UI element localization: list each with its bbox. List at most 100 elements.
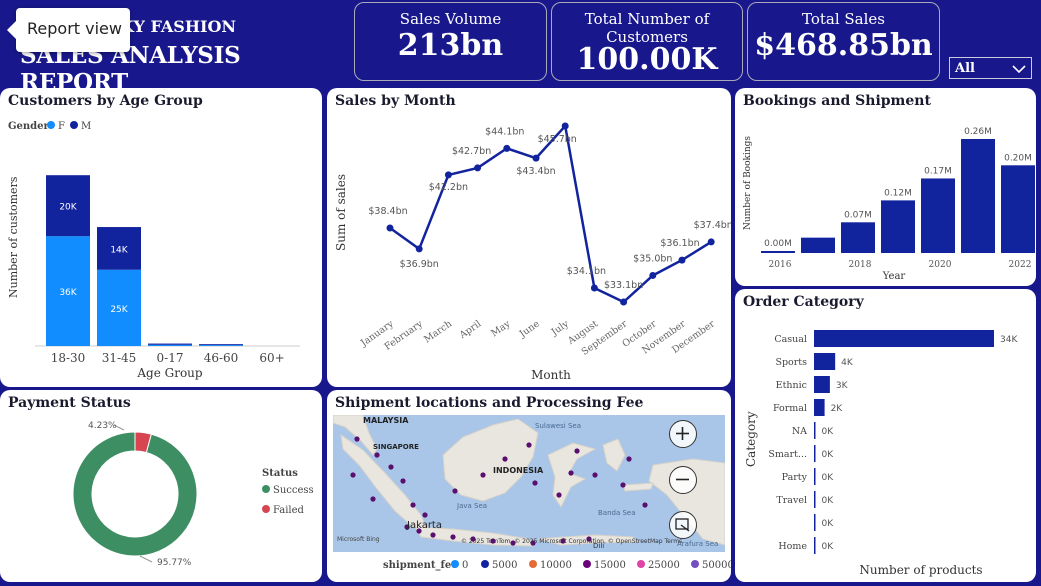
- zoom-out-button[interactable]: [669, 466, 697, 494]
- data-point[interactable]: [561, 122, 569, 130]
- data-point[interactable]: [590, 284, 598, 292]
- data-point[interactable]: [707, 238, 715, 246]
- bar-m[interactable]: [148, 343, 192, 345]
- shipment-dot[interactable]: [592, 472, 598, 478]
- shipment-dot[interactable]: [388, 464, 394, 470]
- bar[interactable]: [814, 537, 816, 554]
- payment-status-panel: Payment Status Status Success Failed 4.2…: [0, 390, 322, 582]
- shipment-dot[interactable]: [556, 492, 562, 498]
- shipment-dot[interactable]: [404, 524, 410, 530]
- data-label: $45.7bn: [538, 134, 577, 145]
- bar[interactable]: [814, 376, 830, 393]
- data-point[interactable]: [503, 144, 511, 152]
- shipment-dot[interactable]: [370, 496, 376, 502]
- shipment-dot[interactable]: [626, 456, 632, 462]
- shipment-dot[interactable]: [586, 536, 592, 542]
- bar-f[interactable]: [46, 236, 90, 346]
- data-point[interactable]: [532, 154, 540, 162]
- bar-f[interactable]: [97, 269, 141, 346]
- data-label: 20K: [59, 203, 77, 213]
- data-label: $35.0bn: [633, 253, 672, 264]
- shipment-dot[interactable]: [354, 436, 360, 442]
- data-point[interactable]: [649, 271, 657, 279]
- bar[interactable]: [841, 222, 875, 253]
- leader-line: [139, 555, 153, 563]
- data-point[interactable]: [620, 298, 628, 306]
- shipment-dot[interactable]: [450, 534, 456, 540]
- data-point[interactable]: [678, 256, 686, 264]
- shipment-dot[interactable]: [374, 452, 380, 458]
- shipment-dot[interactable]: [490, 538, 496, 544]
- data-label: $36.1bn: [660, 238, 699, 249]
- shipment-dot[interactable]: [410, 502, 416, 508]
- legend-label: 10000: [540, 560, 572, 571]
- shipment-dot[interactable]: [502, 456, 508, 462]
- data-label: $36.9bn: [400, 259, 439, 270]
- data-point[interactable]: [415, 245, 423, 253]
- shipment-dot[interactable]: [568, 470, 574, 476]
- bar[interactable]: [1001, 165, 1035, 253]
- order-category-chart: Category Number of products 34K Casual 4K S…: [744, 330, 1018, 577]
- bar[interactable]: [881, 200, 915, 253]
- shipment-map[interactable]: [333, 415, 725, 552]
- bar-m[interactable]: [199, 344, 243, 346]
- data-label: 0.12M: [884, 188, 912, 198]
- tick-label: March: [422, 318, 454, 345]
- shipment-dot[interactable]: [470, 536, 476, 542]
- bar[interactable]: [814, 422, 816, 439]
- shipment-dot[interactable]: [480, 472, 486, 478]
- shipment-dot[interactable]: [400, 478, 406, 484]
- map-label-banda-sea: Banda Sea: [598, 509, 636, 517]
- data-point[interactable]: [386, 224, 394, 232]
- shipment-dot[interactable]: [560, 538, 566, 544]
- filter-dropdown[interactable]: All: [949, 57, 1032, 79]
- bar-m[interactable]: [97, 227, 141, 270]
- shipment-dot[interactable]: [642, 502, 648, 508]
- map-view-button[interactable]: [669, 511, 697, 539]
- shipment-dot[interactable]: [416, 528, 422, 534]
- map-label-singapore: SINGAPORE: [373, 443, 419, 451]
- shipment-dot[interactable]: [510, 540, 516, 546]
- shipment-dot[interactable]: [574, 448, 580, 454]
- bar-m[interactable]: [46, 175, 90, 237]
- data-label: 0K: [822, 519, 835, 529]
- bar[interactable]: [814, 445, 816, 462]
- shipment-dot[interactable]: [532, 480, 538, 486]
- shipment-dot[interactable]: [350, 472, 356, 478]
- kpi-label: Total Sales: [802, 10, 885, 28]
- legend-label: 15000: [594, 560, 626, 571]
- shipment-dot[interactable]: [530, 540, 536, 546]
- legend-dot: [451, 560, 459, 568]
- bar[interactable]: [814, 399, 825, 416]
- bookings-chart: Number of Bookings Year 0.00M 2016 0.07M 20…: [743, 127, 1035, 282]
- bing-logo: Microsoft Bing: [337, 536, 380, 543]
- bar[interactable]: [814, 330, 994, 347]
- data-point[interactable]: [444, 171, 452, 179]
- kpi-sales-volume: Sales Volume 213bn: [354, 2, 547, 81]
- shipment-dot[interactable]: [430, 532, 436, 538]
- age-group-panel: Customers by Age Group Gender F M Number…: [0, 88, 322, 387]
- slice-success[interactable]: [72, 431, 198, 557]
- bar-f[interactable]: [148, 344, 192, 346]
- bar[interactable]: [761, 251, 795, 253]
- shipment-dot[interactable]: [452, 488, 458, 494]
- shipment-dot[interactable]: [526, 442, 532, 448]
- data-label: $42.2bn: [429, 182, 468, 193]
- bar[interactable]: [814, 491, 816, 508]
- bar[interactable]: [814, 468, 816, 485]
- tick-label: NA: [792, 426, 807, 437]
- data-point[interactable]: [474, 164, 482, 172]
- shipment-dot[interactable]: [422, 512, 428, 518]
- bar[interactable]: [814, 514, 816, 531]
- bar-f[interactable]: [199, 345, 243, 346]
- shipment-dot[interactable]: [620, 482, 626, 488]
- bar[interactable]: [801, 237, 835, 253]
- bar[interactable]: [961, 139, 995, 253]
- bar[interactable]: [921, 178, 955, 253]
- legend-label-f: F: [58, 121, 65, 132]
- data-label: 14K: [110, 245, 128, 255]
- bar[interactable]: [814, 353, 836, 370]
- brand-name: KY FASHION: [120, 17, 237, 36]
- zoom-in-button[interactable]: [669, 420, 697, 448]
- slice-failed[interactable]: [134, 431, 152, 454]
